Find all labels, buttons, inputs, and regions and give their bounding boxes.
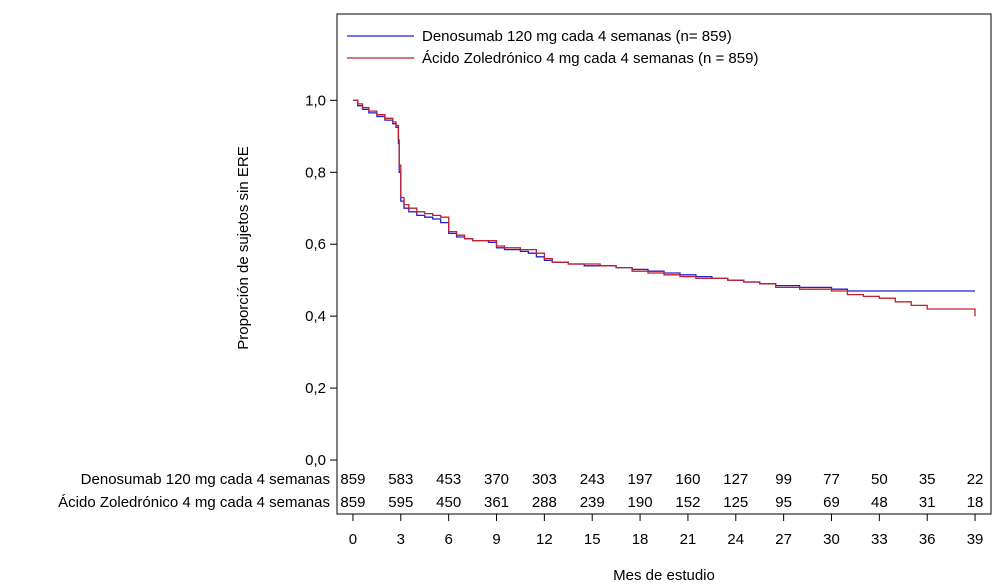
at-risk-table: Denosumab 120 mg cada 4 semanas 859 583 453… [58,471,983,511]
series-line-1 [353,99,976,317]
risk-value: 152 [675,494,700,511]
risk-value: 361 [484,494,509,511]
risk-value: 288 [532,494,557,511]
x-tick-label: 9 [492,531,500,548]
risk-value: 125 [723,494,748,511]
risk-value: 31 [919,494,936,511]
x-tick-label: 33 [871,531,888,548]
plot-frame [336,13,992,515]
series-layer [353,99,976,317]
risk-value: 77 [823,471,840,488]
x-tick-label: 12 [536,531,553,548]
y-tick-label: 0,2 [305,380,326,397]
legend-label-1: Ácido Zoledrónico 4 mg cada 4 semanas (n… [422,50,758,67]
x-tick-label: 39 [967,531,984,548]
risk-value: 127 [723,471,748,488]
risk-row-label-1: Ácido Zoledrónico 4 mg cada 4 semanas [58,494,330,511]
risk-value: 450 [436,494,461,511]
risk-value: 859 [340,471,365,488]
x-tick-label: 0 [349,531,357,548]
y-tick-label: 0,8 [305,164,326,181]
y-axis-label: Proporción de sujetos sin ERE [235,146,252,349]
risk-value: 859 [340,494,365,511]
risk-value: 583 [388,471,413,488]
y-tick-label: 0,4 [305,308,326,325]
x-tick-label: 21 [680,531,697,548]
x-axis-label: Mes de estudio [613,567,715,584]
x-tick-label: 18 [632,531,649,548]
y-tick-label: 0,6 [305,236,326,253]
risk-value: 453 [436,471,461,488]
y-axis: 0,0 0,2 0,4 0,6 0,8 1,0 [305,92,337,469]
series-line-0 [353,99,975,292]
risk-value: 69 [823,494,840,511]
risk-value: 239 [580,494,605,511]
risk-value: 190 [628,494,653,511]
x-tick-label: 24 [727,531,744,548]
risk-value: 243 [580,471,605,488]
risk-value: 22 [967,471,984,488]
y-tick-label: 0,0 [305,452,326,469]
risk-value: 99 [775,471,792,488]
x-tick-label: 30 [823,531,840,548]
risk-value: 197 [628,471,653,488]
risk-value: 370 [484,471,509,488]
x-tick-label: 6 [444,531,452,548]
x-tick-label: 15 [584,531,601,548]
risk-value: 50 [871,471,888,488]
x-tick-label: 27 [775,531,792,548]
risk-value: 160 [675,471,700,488]
risk-value: 35 [919,471,936,488]
risk-value: 595 [388,494,413,511]
y-tick-label: 1,0 [305,92,326,109]
risk-value: 303 [532,471,557,488]
legend-label-0: Denosumab 120 mg cada 4 semanas (n= 859) [422,28,732,45]
x-axis: 0 3 6 9 12 15 18 21 24 27 30 33 36 39 [349,514,984,548]
risk-row-label-0: Denosumab 120 mg cada 4 semanas [81,471,330,488]
risk-value: 18 [967,494,984,511]
x-tick-label: 3 [397,531,405,548]
legend: Denosumab 120 mg cada 4 semanas (n= 859)… [347,28,758,67]
x-tick-label: 36 [919,531,936,548]
risk-value: 48 [871,494,888,511]
risk-value: 95 [775,494,792,511]
